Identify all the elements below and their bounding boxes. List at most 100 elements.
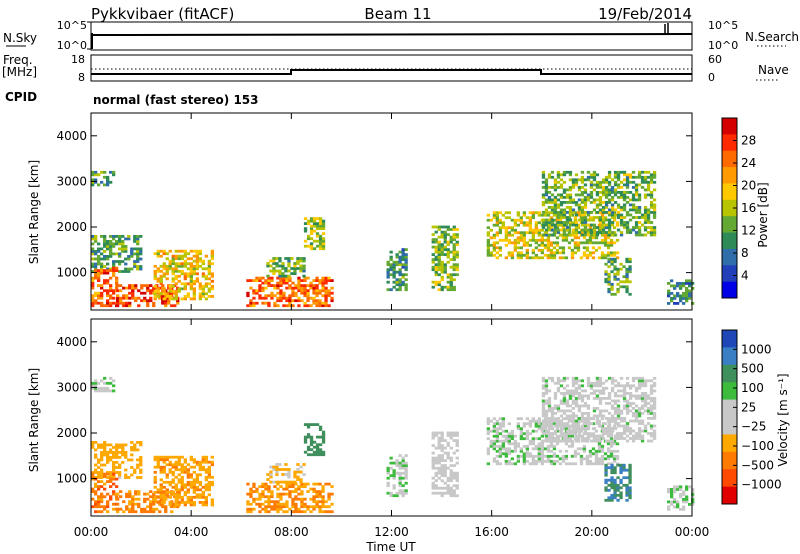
data-cell bbox=[537, 442, 541, 446]
data-cell bbox=[586, 422, 591, 425]
data-cell bbox=[192, 490, 196, 494]
data-cell bbox=[94, 170, 98, 174]
data-cell bbox=[516, 424, 520, 428]
data-cell bbox=[315, 453, 320, 457]
data-cell bbox=[165, 257, 169, 261]
data-cell bbox=[516, 442, 520, 446]
data-cell bbox=[174, 485, 178, 489]
data-cell bbox=[576, 447, 581, 451]
data-cell bbox=[299, 259, 303, 263]
data-cell bbox=[634, 175, 639, 179]
data-cell bbox=[97, 294, 101, 298]
data-cell bbox=[446, 228, 450, 231]
data-cell bbox=[119, 507, 123, 511]
data-cell bbox=[146, 286, 150, 290]
data-cell bbox=[643, 221, 648, 224]
data-cell bbox=[606, 251, 611, 255]
data-cell bbox=[291, 510, 295, 514]
data-cell bbox=[583, 231, 588, 234]
data-cell bbox=[94, 453, 98, 457]
data-cell bbox=[598, 392, 603, 395]
data-cell bbox=[565, 196, 570, 199]
data-cell bbox=[452, 494, 456, 498]
data-cell bbox=[604, 481, 608, 485]
data-cell bbox=[100, 476, 104, 479]
data-cell bbox=[300, 485, 304, 488]
power-region-7 bbox=[303, 217, 326, 251]
data-cell bbox=[568, 437, 573, 440]
data-cell bbox=[431, 444, 435, 447]
data-cell bbox=[189, 287, 193, 291]
data-cell bbox=[139, 257, 143, 261]
data-cell bbox=[278, 468, 282, 471]
data-cell bbox=[640, 422, 645, 425]
data-cell bbox=[567, 216, 572, 220]
data-cell bbox=[136, 260, 140, 263]
data-cell bbox=[537, 419, 541, 423]
data-cell bbox=[541, 424, 546, 428]
data-cell bbox=[434, 240, 438, 244]
data-cell bbox=[586, 193, 591, 197]
data-cell bbox=[606, 447, 611, 451]
data-cell bbox=[604, 211, 609, 214]
data-cell bbox=[392, 263, 396, 267]
data-cell bbox=[619, 389, 624, 393]
data-cell bbox=[601, 392, 606, 395]
data-cell bbox=[255, 490, 259, 493]
data-cell bbox=[528, 221, 532, 225]
data-cell bbox=[162, 470, 166, 474]
data-cell bbox=[112, 252, 116, 256]
data-cell bbox=[100, 286, 104, 290]
data-cell bbox=[498, 248, 502, 252]
data-cell bbox=[607, 193, 612, 197]
data-cell bbox=[501, 444, 505, 448]
data-cell bbox=[586, 228, 591, 232]
data-cell bbox=[303, 502, 307, 506]
data-cell bbox=[143, 296, 147, 300]
data-cell bbox=[404, 489, 408, 493]
data-cell bbox=[649, 397, 654, 400]
data-cell bbox=[631, 196, 636, 199]
data-cell bbox=[652, 206, 657, 209]
data-cell bbox=[174, 488, 178, 492]
data-cell bbox=[103, 235, 107, 238]
data-cell bbox=[288, 304, 292, 308]
data-cell bbox=[276, 507, 280, 511]
data-cell bbox=[597, 437, 602, 441]
data-cell bbox=[162, 272, 166, 276]
data-cell bbox=[97, 495, 101, 499]
data-cell bbox=[437, 283, 441, 287]
data-cell bbox=[613, 478, 617, 482]
data-cell bbox=[437, 491, 441, 495]
data-cell bbox=[553, 419, 558, 423]
data-cell bbox=[446, 243, 450, 246]
data-cell bbox=[577, 188, 582, 192]
data-cell bbox=[130, 473, 134, 477]
data-cell bbox=[210, 503, 214, 507]
data-cell bbox=[601, 191, 606, 194]
data-cell bbox=[553, 208, 558, 212]
data-cell bbox=[640, 213, 645, 217]
data-cell bbox=[619, 216, 624, 219]
data-cell bbox=[437, 280, 441, 284]
data-cell bbox=[440, 456, 444, 460]
data-cell bbox=[139, 250, 143, 253]
data-cell bbox=[495, 241, 499, 245]
data-cell bbox=[398, 260, 402, 264]
data-cell bbox=[553, 196, 558, 199]
data-cell bbox=[395, 461, 399, 465]
data-cell bbox=[272, 257, 276, 260]
data-cell bbox=[625, 491, 629, 495]
site-title: Pykkvibaer (fitACF) bbox=[91, 5, 234, 23]
data-cell bbox=[192, 254, 196, 258]
data-cell bbox=[646, 180, 651, 184]
data-cell bbox=[537, 231, 541, 235]
data-cell bbox=[516, 444, 520, 448]
ytick-label: 1000 bbox=[56, 472, 87, 486]
data-cell bbox=[646, 417, 651, 420]
data-cell bbox=[604, 386, 609, 390]
data-cell bbox=[616, 267, 620, 271]
data-cell bbox=[252, 482, 256, 486]
data-cell bbox=[643, 394, 648, 398]
